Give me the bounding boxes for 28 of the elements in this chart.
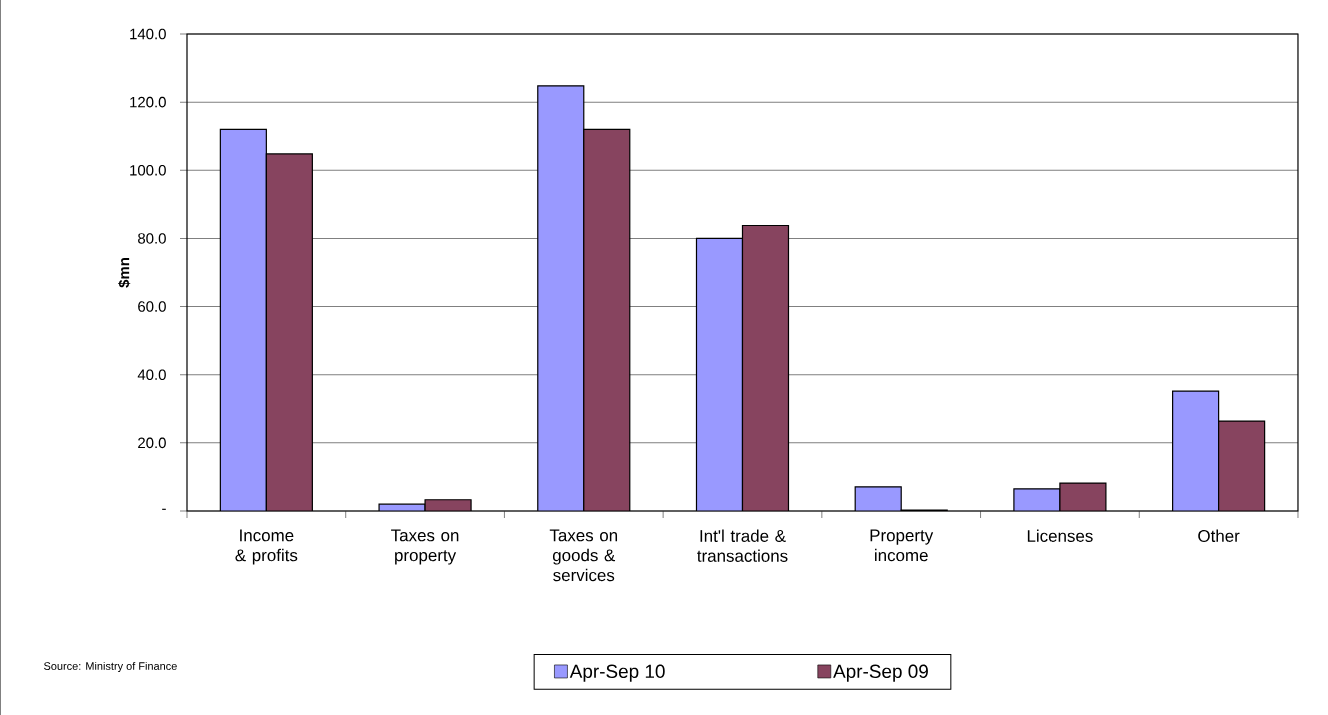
x-tick-label: Taxes on property (391, 529, 459, 565)
bar (741, 224, 790, 511)
bar (265, 153, 313, 511)
y-tick-label: - (162, 508, 166, 510)
x-tick-label: Property income (870, 529, 934, 562)
x-tick-label: Other (1198, 529, 1240, 542)
y-tick-label: 140.0 (130, 28, 166, 40)
bar (537, 85, 585, 511)
y-tick-label: 100.0 (130, 164, 166, 176)
y-tick-label: 120.0 (130, 96, 166, 108)
bar (583, 128, 631, 511)
x-tick-label: Income & profits (235, 529, 298, 565)
bar (1218, 420, 1266, 511)
x-tick-label: Licenses (1027, 529, 1093, 542)
x-tick-label: Int'l trade & transactions (697, 529, 788, 562)
y-axis-title: $mn (118, 258, 131, 288)
bar (219, 128, 267, 511)
source-note: Source: Ministry of Finance (44, 661, 177, 673)
bar (695, 237, 744, 511)
y-tick-label: 80.0 (138, 233, 166, 244)
y-tick-label: 20.0 (138, 437, 166, 449)
y-tick-label: 40.0 (137, 369, 166, 380)
x-tick-label: Taxes on goods & services (549, 529, 618, 582)
legend-label: Apr-Sep 10 (569, 664, 665, 682)
bar (854, 486, 902, 511)
legend-label: Apr-Sep 09 (833, 664, 928, 682)
y-tick-label: 60.0 (138, 301, 166, 312)
bar (1172, 390, 1220, 511)
